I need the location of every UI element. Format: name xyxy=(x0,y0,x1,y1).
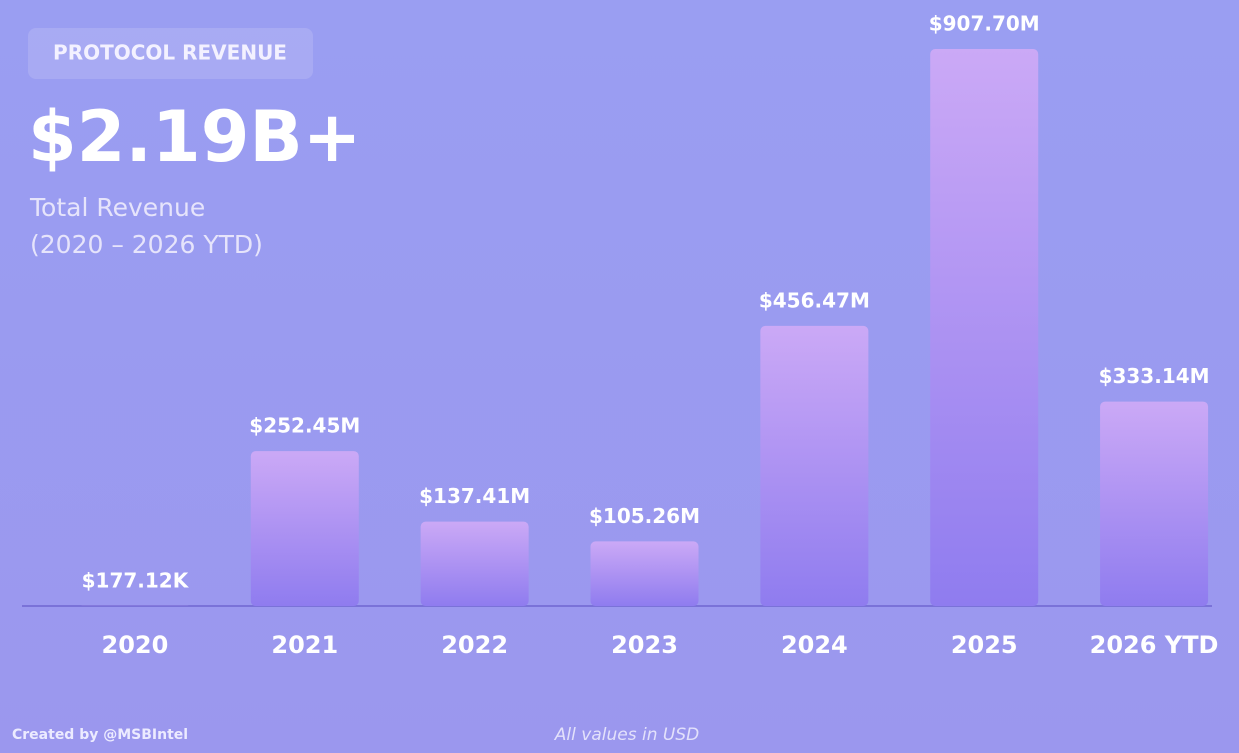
value-label: $105.26M xyxy=(589,504,700,528)
x-tick-label: 2022 xyxy=(441,631,508,659)
value-label: $907.70M xyxy=(929,12,1040,36)
bar xyxy=(420,521,529,606)
note: All values in USD xyxy=(554,725,699,745)
bar xyxy=(250,451,359,606)
credit: Created by @MSBIntel xyxy=(12,727,188,743)
subtitle-range: (2020 – 2026 YTD) xyxy=(30,230,263,259)
badge-box xyxy=(28,28,313,79)
x-tick-label: 2025 xyxy=(951,631,1018,659)
value-label: $456.47M xyxy=(759,288,870,312)
x-tick-label: 2024 xyxy=(781,631,848,659)
value-label: $177.12K xyxy=(82,568,190,592)
x-tick-label: 2026 YTD xyxy=(1090,631,1219,659)
value-label: $137.41M xyxy=(419,484,530,508)
bar xyxy=(760,325,869,606)
badge: PROTOCOL REVENUE xyxy=(53,41,287,65)
value-label: $333.14M xyxy=(1099,364,1210,388)
bar xyxy=(930,49,1039,606)
x-tick-label: 2021 xyxy=(271,631,338,659)
value-label: $252.45M xyxy=(249,414,360,438)
headline: $2.19B+ xyxy=(28,96,361,178)
bar xyxy=(1100,401,1209,606)
x-tick-label: 2023 xyxy=(611,631,678,659)
x-tick-label: 2020 xyxy=(102,631,169,659)
bar xyxy=(590,541,699,606)
subtitle: Total Revenue xyxy=(29,193,205,222)
